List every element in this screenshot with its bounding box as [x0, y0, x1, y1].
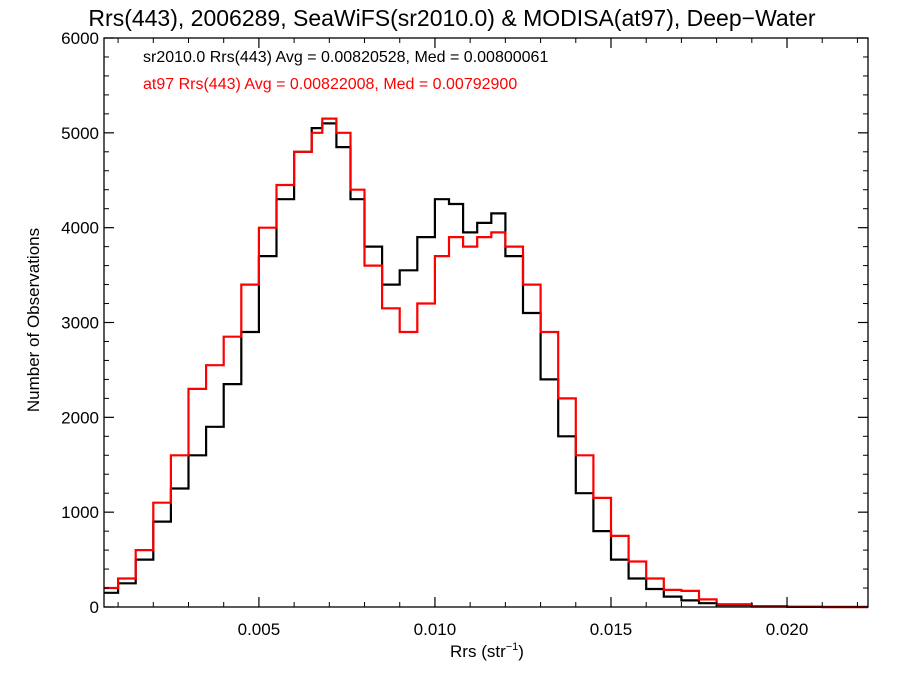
annotations: sr2010.0 Rrs(443) Avg = 0.00820528, Med … [143, 49, 548, 93]
x-tick-label: 0.005 [238, 620, 281, 639]
x-axis-ticks: 0.005 0.010 0.015 0.020 [117, 38, 858, 639]
data-series [104, 117, 868, 609]
plot-frame [103, 37, 869, 608]
x-tick-label: 0.015 [590, 620, 633, 639]
annotation-text: at97 Rrs(443) Avg = 0.00822008, Med = 0.… [143, 76, 517, 93]
y-axis-label: Number of Observations [24, 228, 43, 412]
x-axis-label-sup: −1 [506, 641, 519, 653]
y-axis-ticks: 0 1000 2000 3000 4000 5000 6000 [61, 29, 868, 617]
y-tick-label: 1000 [61, 503, 99, 522]
x-axis-label: Rrs (str−1) [450, 641, 524, 661]
series-line-at97 [104, 117, 868, 609]
x-tick-label: 0.010 [414, 620, 457, 639]
annotation-text: sr2010.0 Rrs(443) Avg = 0.00820528, Med … [143, 49, 548, 66]
x-tick-label: 0.020 [766, 620, 809, 639]
y-tick-label: 5000 [61, 124, 99, 143]
chart-title: Rrs(443), 2006289, SeaWiFS(sr2010.0) & M… [88, 5, 815, 31]
y-tick-label: 3000 [61, 314, 99, 333]
x-axis-label-main: Rrs (str [450, 642, 506, 661]
y-tick-label: 0 [90, 598, 99, 617]
y-tick-label: 6000 [61, 29, 99, 48]
series-line-sr2010.0 [104, 122, 868, 609]
y-tick-label: 2000 [61, 408, 99, 427]
y-tick-label: 4000 [61, 219, 99, 238]
x-axis-label-end: ) [518, 642, 524, 661]
